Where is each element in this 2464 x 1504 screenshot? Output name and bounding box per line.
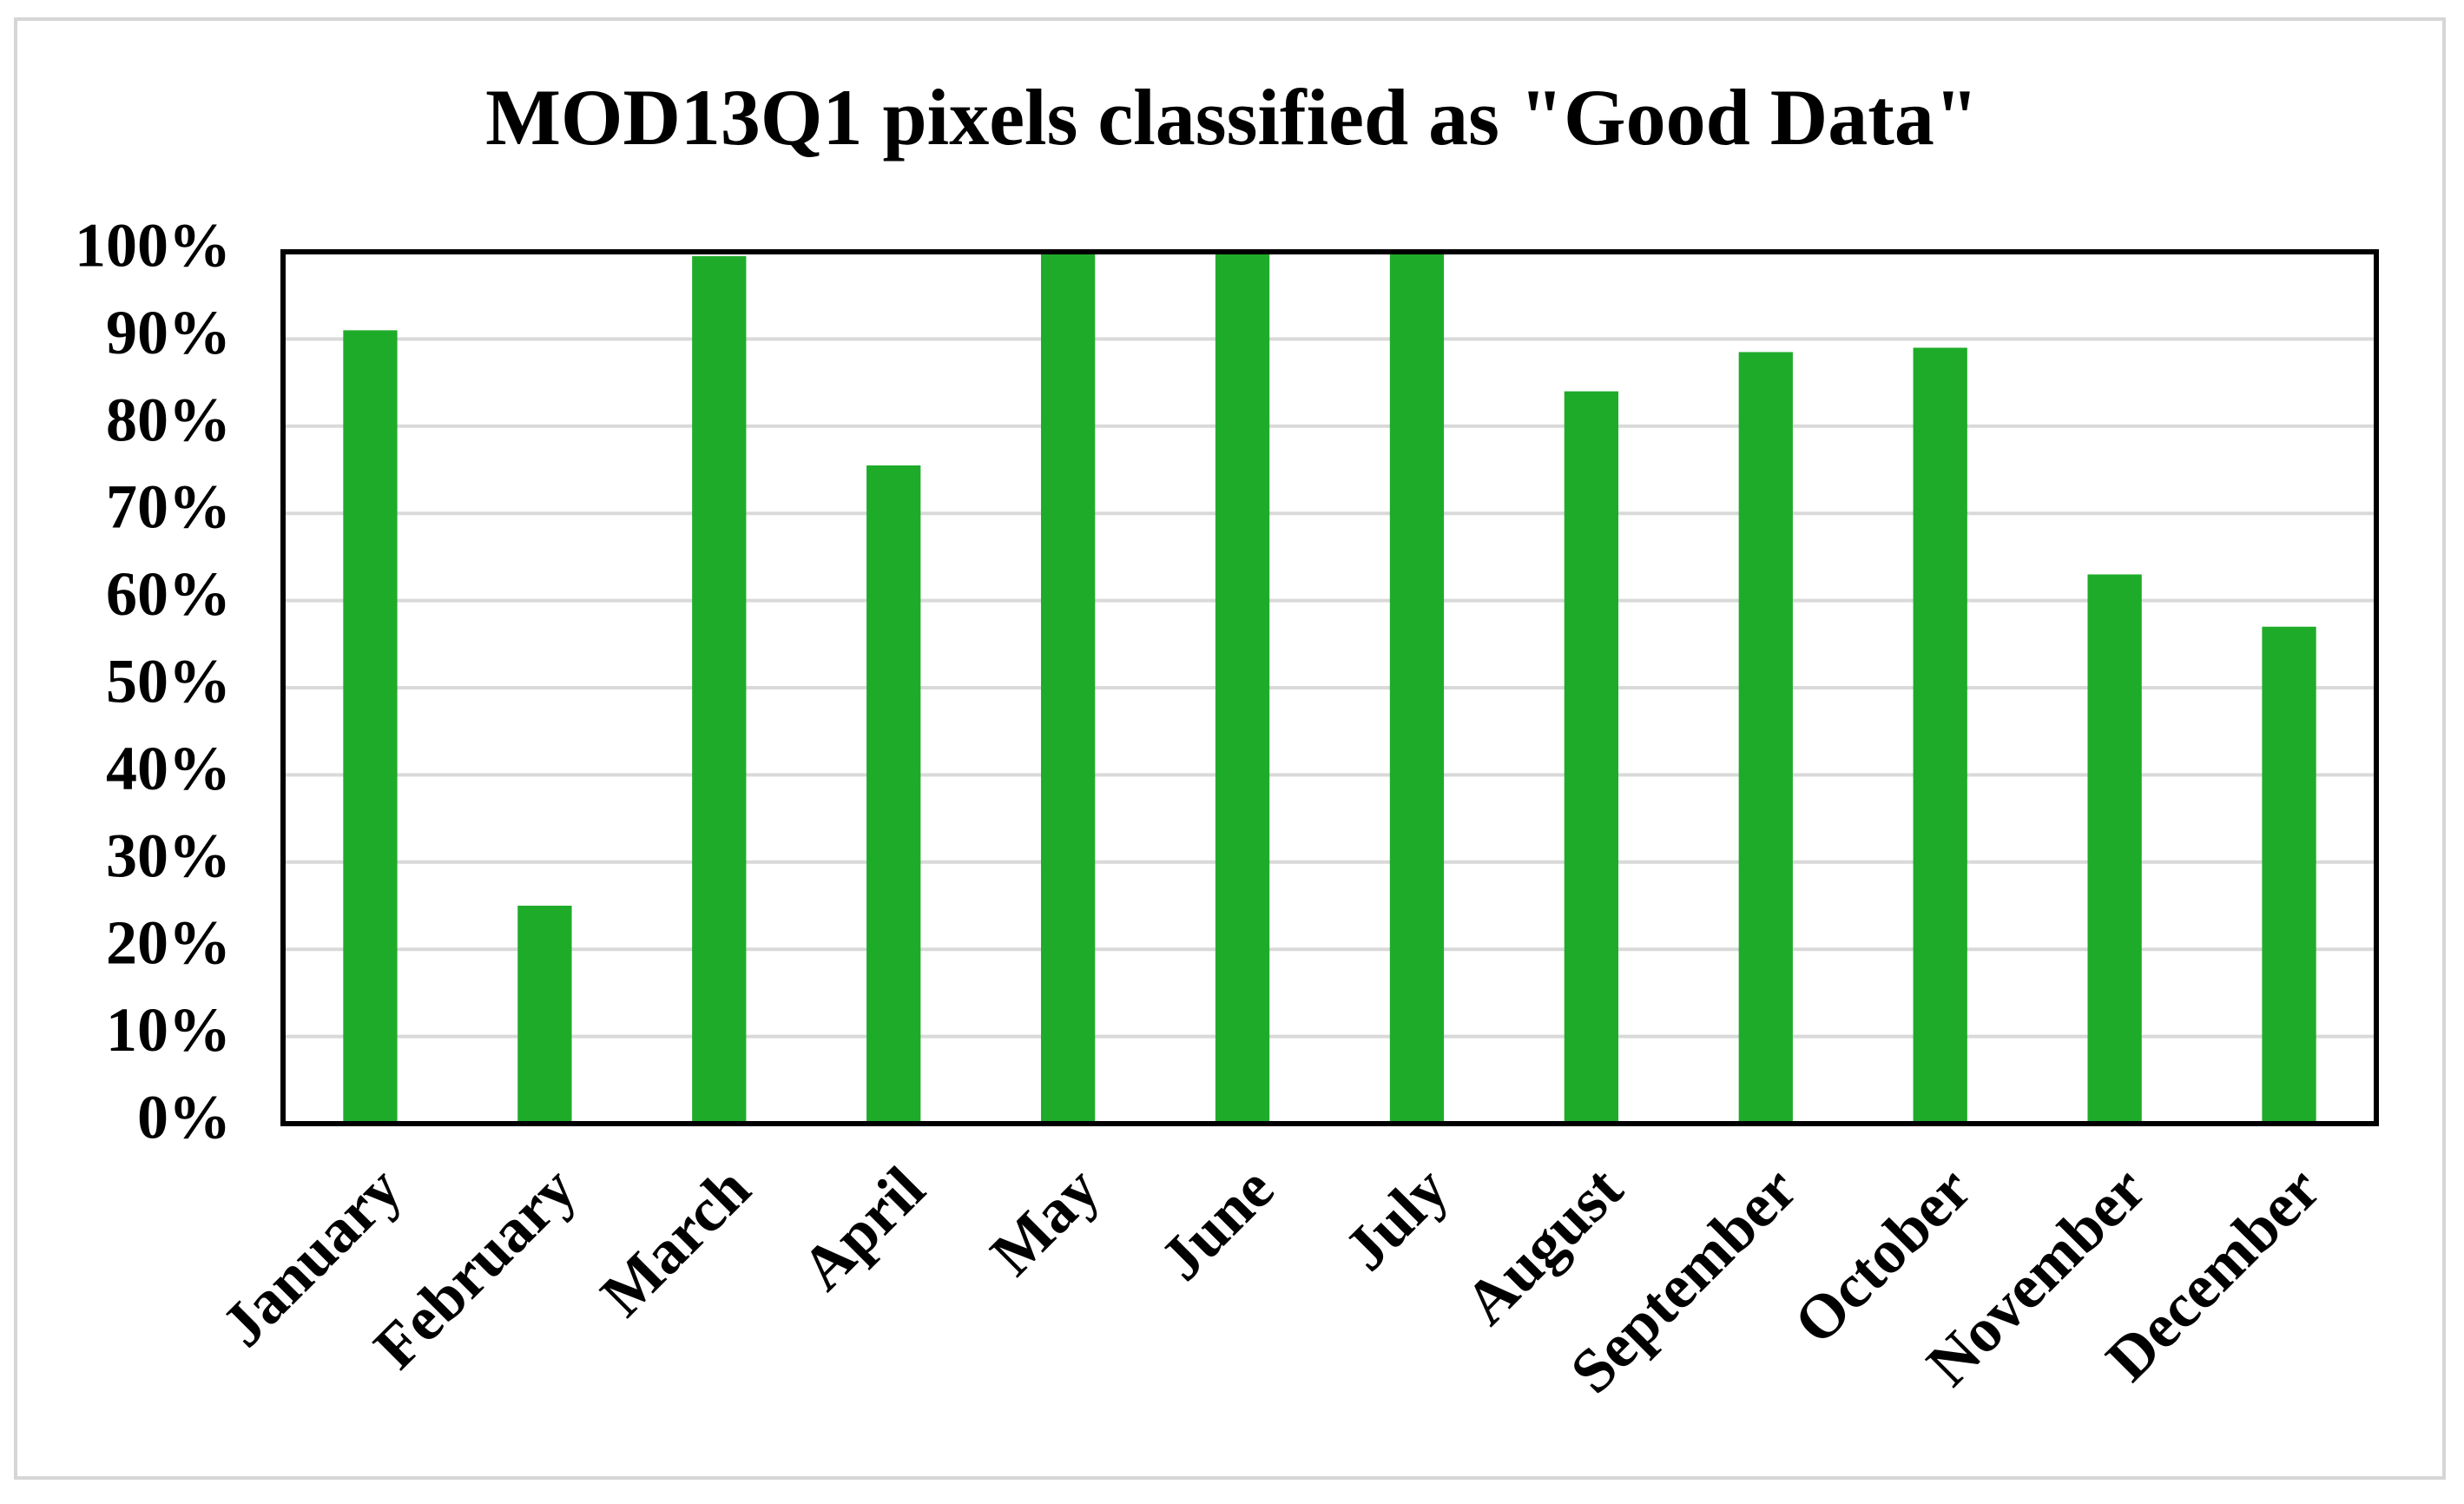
y-tick-label: 60%	[106, 559, 231, 629]
bar	[692, 256, 747, 1124]
bar	[517, 906, 572, 1124]
y-tick-label: 20%	[106, 908, 231, 978]
bar	[1564, 391, 1619, 1124]
y-tick-label: 10%	[106, 995, 231, 1065]
bar	[1738, 352, 1793, 1125]
bar	[1913, 347, 1967, 1124]
y-tick-label: 70%	[106, 472, 231, 542]
chart-title: MOD13Q1 pixels classified as "Good Data"	[485, 73, 1979, 162]
y-tick-label: 90%	[106, 298, 231, 367]
y-tick-label: 80%	[106, 385, 231, 454]
bar	[1389, 252, 1445, 1124]
bar	[2262, 626, 2316, 1124]
y-tick-label: 40%	[106, 734, 231, 803]
bar	[1040, 252, 1096, 1124]
y-tick-label: 50%	[106, 647, 231, 716]
bar	[866, 465, 921, 1124]
bar	[1215, 252, 1270, 1124]
y-tick-label: 0%	[137, 1083, 231, 1152]
y-tick-label: 30%	[106, 821, 231, 890]
bar	[2087, 574, 2142, 1124]
y-tick-label: 100%	[75, 211, 231, 280]
plot-border	[280, 249, 2379, 1126]
bar	[343, 330, 398, 1124]
